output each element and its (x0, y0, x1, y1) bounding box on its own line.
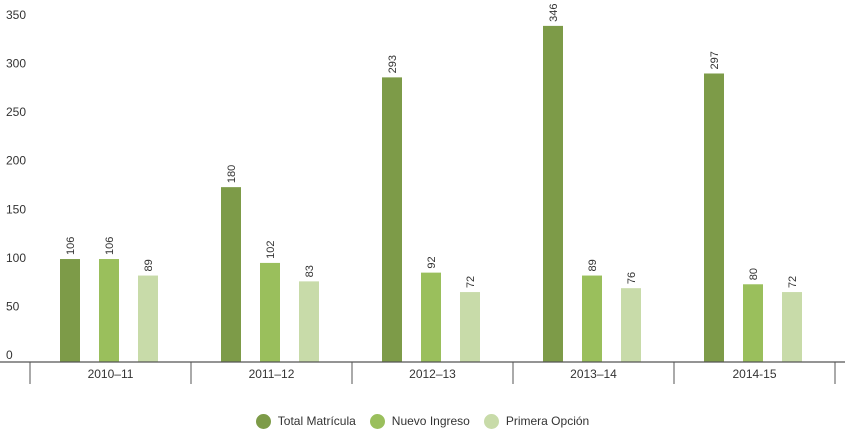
data-label: 297 (709, 51, 721, 69)
data-label: 346 (548, 4, 560, 22)
bar (382, 77, 402, 362)
bar (221, 187, 241, 362)
x-tick-label: 2011–12 (249, 367, 295, 381)
data-label: 180 (226, 165, 238, 183)
bar (299, 281, 319, 362)
x-tick-label: 2013–14 (570, 367, 617, 381)
y-tick-label: 200 (6, 154, 26, 168)
data-label: 72 (787, 276, 799, 288)
bar (743, 284, 763, 362)
y-tick-label: 250 (6, 105, 26, 119)
y-tick-label: 350 (6, 8, 26, 22)
y-tick-label: 150 (6, 202, 26, 216)
legend-label: Nuevo Ingreso (391, 414, 470, 428)
data-labels: 106 106 89 180 102 83 293 92 72 346 89 76 297 80 72 (65, 4, 799, 289)
bars (60, 25, 802, 363)
bar (138, 275, 158, 362)
y-axis-ticks: 0 50 100 150 200 250 300 350 (6, 8, 26, 362)
bar (543, 25, 563, 363)
y-tick-label: 50 (6, 299, 20, 313)
y-tick-label: 300 (6, 57, 26, 71)
data-label: 106 (65, 237, 77, 255)
legend-item: Nuevo Ingreso (369, 413, 470, 429)
legend-label: Primera Opción (505, 414, 590, 428)
data-label: 293 (387, 55, 399, 73)
bar (260, 262, 280, 362)
legend-label: Total Matrícula (277, 414, 356, 428)
y-tick-label: 100 (6, 251, 26, 265)
bar (99, 259, 119, 362)
data-label: 83 (304, 265, 316, 277)
x-tick-label: 2010–11 (88, 367, 134, 381)
bar (582, 275, 602, 362)
data-label: 92 (426, 256, 438, 268)
data-label: 106 (104, 237, 116, 255)
legend-swatch (483, 413, 499, 429)
legend: Total Matrícula Nuevo Ingreso Primera Opci… (0, 410, 845, 432)
bar (421, 272, 441, 362)
bar (60, 259, 80, 362)
data-label: 102 (265, 241, 277, 259)
data-label: 80 (748, 268, 760, 280)
bar (621, 288, 641, 362)
legend-swatch (255, 413, 271, 429)
legend-item: Primera Opción (483, 413, 590, 429)
data-label: 89 (143, 259, 155, 271)
legend-swatch (369, 413, 385, 429)
data-label: 72 (465, 276, 477, 288)
bar (460, 292, 480, 362)
x-axis: 2010–11 2011–12 2012–13 2013–14 2014-15 (0, 361, 845, 384)
x-tick-label: 2014-15 (732, 367, 776, 381)
bar (704, 73, 724, 362)
data-label: 76 (626, 272, 638, 284)
bar (782, 292, 802, 362)
data-label: 89 (587, 259, 599, 271)
x-tick-label: 2012–13 (409, 367, 456, 381)
legend-item: Total Matrícula (255, 413, 356, 429)
y-tick-label: 0 (6, 348, 13, 362)
